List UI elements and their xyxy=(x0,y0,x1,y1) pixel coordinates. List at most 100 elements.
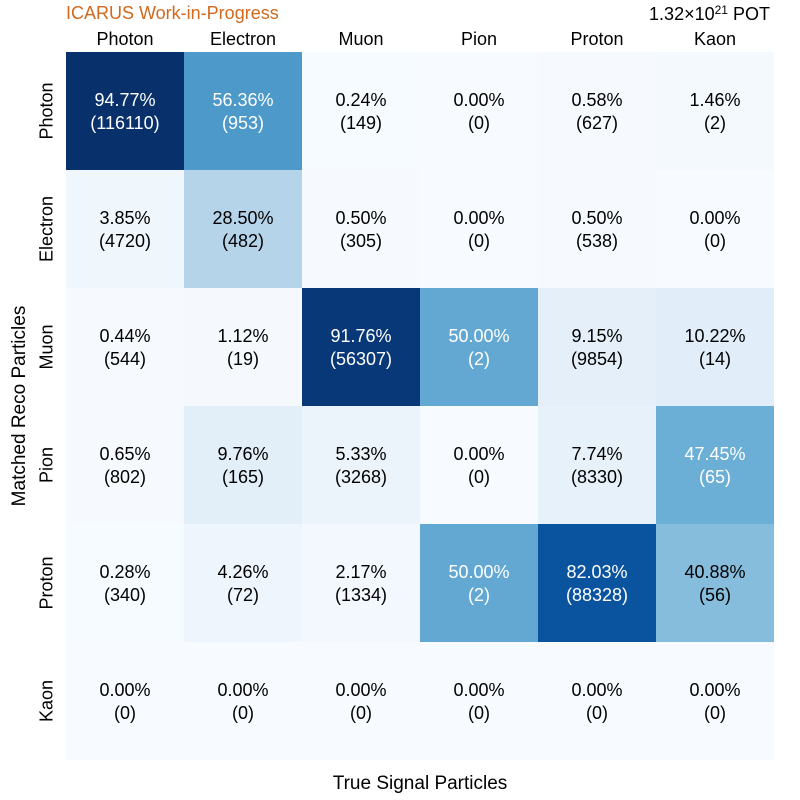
x-tick-label: Pion xyxy=(460,29,498,49)
cell-count-label: (14) xyxy=(699,349,731,369)
heatmap-cell xyxy=(656,642,774,760)
cell-percent-label: 0.28% xyxy=(99,562,150,582)
cell-count-label: (340) xyxy=(104,585,146,605)
y-tick-label: Pion xyxy=(34,406,60,524)
cell-count-label: (544) xyxy=(104,349,146,369)
cell-count-label: (627) xyxy=(576,113,618,133)
heatmap-cell xyxy=(538,52,656,170)
cell-percent-label: 7.74% xyxy=(571,444,622,464)
cell-count-label: (149) xyxy=(340,113,382,133)
y-tick-label-text: Muon xyxy=(36,324,57,370)
cell-percent-label: 0.44% xyxy=(99,326,150,346)
cell-percent-label: 0.00% xyxy=(571,680,622,700)
y-tick-label-text: Pion xyxy=(36,446,57,484)
cell-count-label: (8330) xyxy=(571,467,623,487)
y-tick-label: Electron xyxy=(34,170,60,288)
cell-count-label: (19) xyxy=(227,349,259,369)
heatmap-cell xyxy=(184,642,302,760)
cell-count-label: (2) xyxy=(468,349,490,369)
heatmap-cell xyxy=(184,170,302,288)
cell-percent-label: 0.00% xyxy=(689,208,740,228)
cell-percent-label: 9.15% xyxy=(571,326,622,346)
cell-percent-label: 82.03% xyxy=(566,562,627,582)
cell-percent-label: 1.12% xyxy=(217,326,268,346)
pot-suffix: POT xyxy=(727,4,770,24)
cell-count-label: (65) xyxy=(699,467,731,487)
cell-count-label: (0) xyxy=(704,703,726,723)
cell-percent-label: 0.00% xyxy=(99,680,150,700)
cell-count-label: (72) xyxy=(227,585,259,605)
x-tick-label: Photon xyxy=(96,29,154,49)
heatmap-cell xyxy=(420,170,538,288)
cell-count-label: (2) xyxy=(704,113,726,133)
cell-percent-label: 0.00% xyxy=(453,680,504,700)
cell-count-label: (0) xyxy=(468,703,490,723)
heatmap-cell xyxy=(302,52,420,170)
heatmap-cell xyxy=(656,406,774,524)
y-tick-label-text: Photon xyxy=(36,82,57,140)
cell-count-label: (953) xyxy=(222,113,264,133)
cell-percent-label: 0.00% xyxy=(453,90,504,110)
y-tick-label: Photon xyxy=(34,52,60,170)
cell-count-label: (0) xyxy=(350,703,372,723)
x-axis-label: True Signal Particles xyxy=(332,773,508,794)
heatmap-cell xyxy=(66,406,184,524)
heatmap-cell xyxy=(66,170,184,288)
cell-count-label: (9854) xyxy=(571,349,623,369)
cell-count-label: (165) xyxy=(222,467,264,487)
y-tick-label-text: Electron xyxy=(36,195,57,263)
heatmap-cell xyxy=(302,170,420,288)
heatmap-cell xyxy=(184,288,302,406)
cell-count-label: (4720) xyxy=(99,231,151,251)
x-tick-label: Electron xyxy=(209,29,277,49)
y-tick-labels: Photon Electron Muon Pion Proton Kaon xyxy=(34,52,60,760)
pot-exponent: 21 xyxy=(714,3,728,17)
cell-percent-label: 0.50% xyxy=(335,208,386,228)
cell-percent-label: 47.45% xyxy=(684,444,745,464)
cell-percent-label: 2.17% xyxy=(335,562,386,582)
heatmap-cell xyxy=(66,642,184,760)
heatmap-cell xyxy=(66,288,184,406)
cell-count-label: (3268) xyxy=(335,467,387,487)
cell-count-label: (88328) xyxy=(566,585,628,605)
heatmap-cell xyxy=(538,642,656,760)
heatmap-cell xyxy=(656,52,774,170)
heatmap-cell xyxy=(184,52,302,170)
y-tick-label: Kaon xyxy=(34,642,60,760)
heatmap-cell xyxy=(302,288,420,406)
cell-count-label: (802) xyxy=(104,467,146,487)
cell-percent-label: 0.24% xyxy=(335,90,386,110)
heatmap-cell xyxy=(302,642,420,760)
heatmap-cell xyxy=(420,288,538,406)
cell-count-label: (0) xyxy=(468,113,490,133)
cell-count-label: (1334) xyxy=(335,585,387,605)
confusion-matrix-heatmap: 94.77% (116110) 56.36% (953) 0.24% (149) 0.00%… xyxy=(66,52,774,760)
y-tick-label: Proton xyxy=(34,524,60,642)
cell-percent-label: 0.50% xyxy=(571,208,622,228)
cell-percent-label: 56.36% xyxy=(212,90,273,110)
y-tick-label: Muon xyxy=(34,288,60,406)
heatmap-cell xyxy=(420,52,538,170)
cell-count-label: (538) xyxy=(576,231,618,251)
cell-count-label: (482) xyxy=(222,231,264,251)
cell-percent-label: 0.00% xyxy=(689,680,740,700)
cell-percent-label: 91.76% xyxy=(330,326,391,346)
y-tick-label-text: Kaon xyxy=(36,679,57,723)
heatmap-cell xyxy=(302,406,420,524)
cell-percent-label: 40.88% xyxy=(684,562,745,582)
watermark-label: ICARUS Work-in-Progress xyxy=(66,3,279,23)
cell-count-label: (56) xyxy=(699,585,731,605)
heatmap-cell xyxy=(184,524,302,642)
x-tick-label: Kaon xyxy=(693,29,737,49)
cell-count-label: (0) xyxy=(704,231,726,251)
heatmap-cell xyxy=(184,406,302,524)
cell-percent-label: 0.00% xyxy=(335,680,386,700)
y-tick-label-text: Proton xyxy=(36,556,57,610)
heatmap-cell xyxy=(538,170,656,288)
cell-percent-label: 4.26% xyxy=(217,562,268,582)
cell-percent-label: 50.00% xyxy=(448,562,509,582)
heatmap-cell xyxy=(420,642,538,760)
heatmap-cell xyxy=(420,406,538,524)
pot-label: 1.32×1021 POT xyxy=(649,3,770,25)
heatmap-cell xyxy=(302,524,420,642)
